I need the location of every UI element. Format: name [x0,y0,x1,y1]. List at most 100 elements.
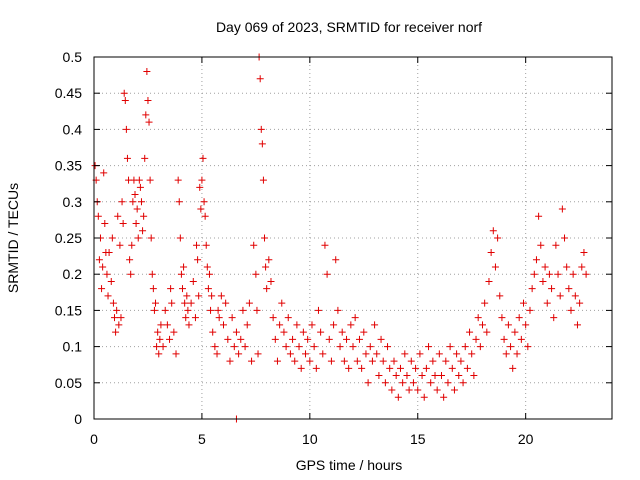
data-point [340,357,348,365]
x-tick-label: 20 [518,431,534,447]
data-point [349,343,357,351]
data-point [409,379,417,387]
data-point [163,321,171,329]
data-point [123,154,131,162]
data-point [184,306,192,314]
data-point [176,234,184,242]
data-point [99,263,107,271]
data-point [528,285,536,293]
data-point [109,299,117,307]
data-point [355,335,363,343]
data-point [201,212,209,220]
data-point [440,393,448,401]
data-point [224,335,232,343]
data-point [474,314,482,322]
y-tick-label: 0.3 [63,194,83,210]
data-point [394,393,402,401]
data-point [422,364,430,372]
data-point [145,118,153,126]
data-point [461,343,469,351]
data-point [235,350,243,358]
data-point [565,285,573,293]
data-point [388,386,396,394]
data-point [122,125,130,133]
data-point [214,306,222,314]
data-point [256,75,264,83]
data-point [94,212,102,220]
data-point [308,321,316,329]
data-point [524,343,532,351]
data-point [211,343,219,351]
data-point [202,241,210,249]
data-point [517,335,525,343]
data-point [198,176,206,184]
data-point [569,270,577,278]
data-point [159,343,167,351]
data-point [153,343,161,351]
data-point [336,343,344,351]
data-point [379,357,387,365]
data-point [105,248,113,256]
data-point [463,364,471,372]
data-point [295,343,303,351]
data-point [552,241,560,249]
data-point [444,379,452,387]
data-point [137,198,145,206]
data-point [147,234,155,242]
data-point [578,263,586,271]
data-point [205,270,213,278]
data-point [429,357,437,365]
data-point [343,335,351,343]
data-point [183,292,191,300]
data-point [209,328,217,336]
data-point [476,343,484,351]
y-axis-label: SRMTID / TECUs [5,183,21,293]
data-point [310,343,318,351]
data-point [293,321,301,329]
y-tick-label: 0.1 [63,339,83,355]
data-point [573,321,581,329]
data-point [481,299,489,307]
data-point [358,364,366,372]
data-point [118,198,126,206]
data-point [129,198,137,206]
data-point [112,328,120,336]
data-point [556,292,564,300]
data-point [485,277,493,285]
data-point [196,183,204,191]
data-point [282,343,290,351]
data-point [155,350,163,358]
y-tick-label: 0.2 [63,266,83,282]
data-point [433,386,441,394]
data-point [139,227,147,235]
data-point [405,386,413,394]
data-point [532,256,540,264]
data-point [520,299,528,307]
data-point [386,364,394,372]
data-point [530,270,538,278]
x-axis-label: GPS time / hours [296,457,403,473]
data-point [250,241,258,249]
data-point [502,350,510,358]
y-tick-label: 0 [74,411,82,427]
data-point [392,372,400,380]
data-point [496,292,504,300]
data-point [253,306,261,314]
data-point [117,314,125,322]
data-point [127,270,135,278]
data-point [545,270,553,278]
data-point [353,357,361,365]
data-point [187,299,195,307]
data-point [291,357,299,365]
data-point [128,241,136,249]
data-point [401,350,409,358]
data-point [146,176,154,184]
x-tick-labels: 0 5 10 15 20 [90,431,534,447]
data-point [427,379,435,387]
data-point [513,350,521,358]
data-point [180,263,188,271]
data-point [446,343,454,351]
data-point [103,270,111,278]
data-point [182,314,190,322]
data-point [265,256,273,264]
